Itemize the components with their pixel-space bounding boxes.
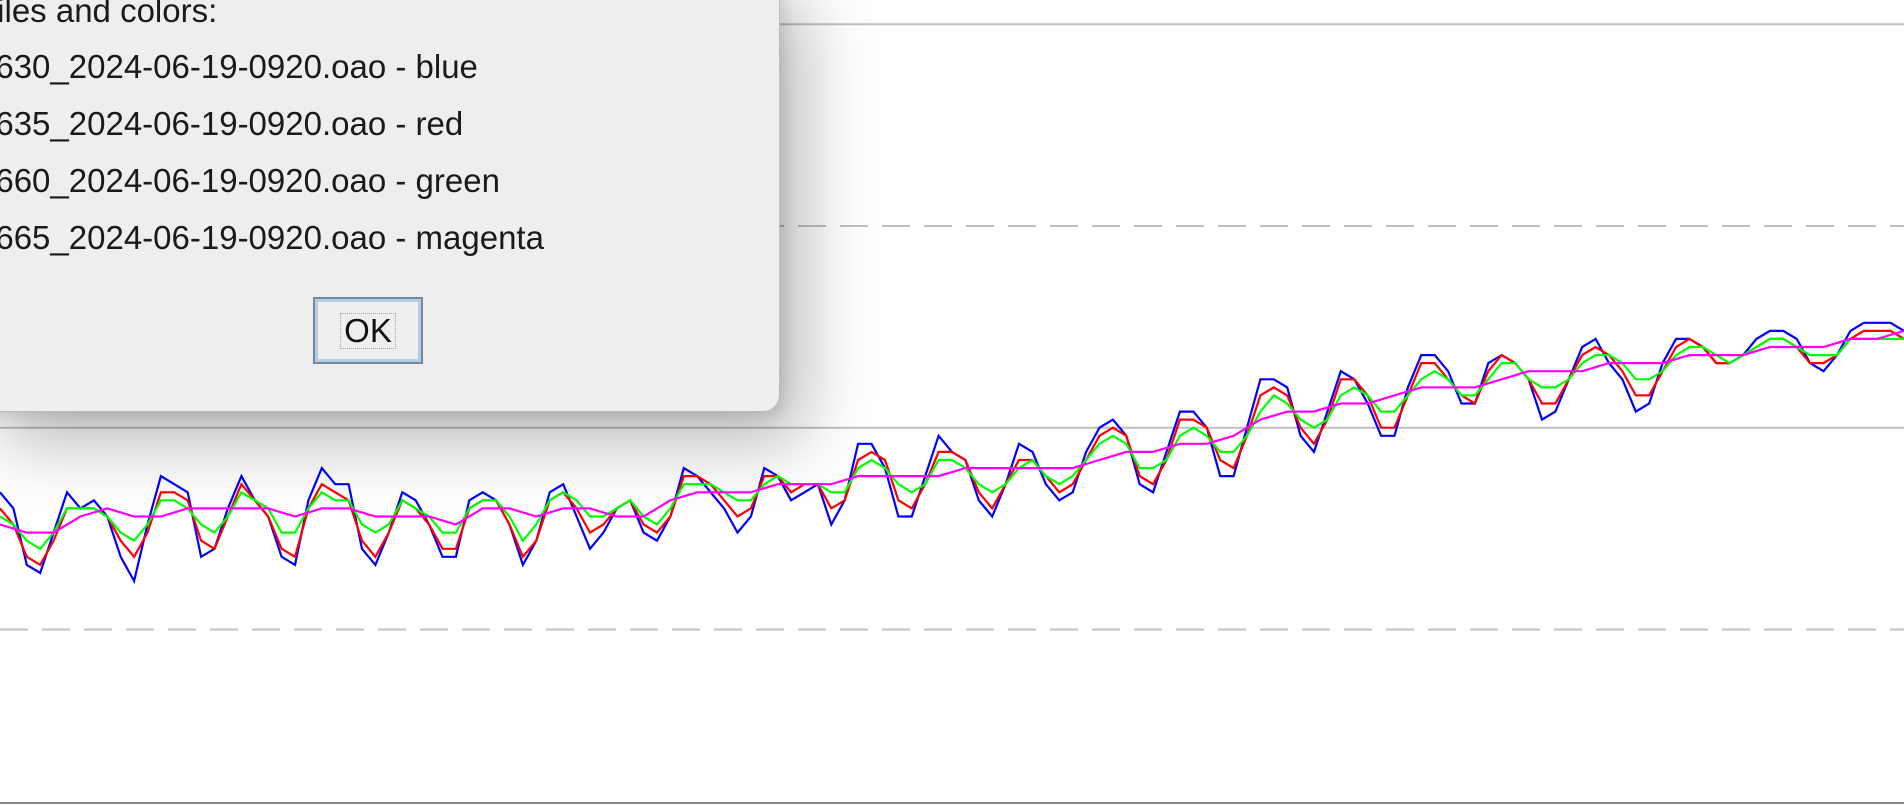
file-color-entry-3: 0660_2024-06-19-0920.oao - green	[0, 162, 500, 199]
series-line-magenta	[0, 329, 1904, 534]
series-line-red	[0, 329, 1904, 567]
dialog-heading: Files and colors:	[0, 0, 218, 29]
files-and-colors-dialog: Files and colors: 0630_2024-06-19-0920.o…	[0, 0, 780, 412]
file-color-entry-1: 0630_2024-06-19-0920.oao - blue	[0, 48, 478, 85]
x-axis-line	[0, 802, 1904, 804]
file-color-entry-4: 0665_2024-06-19-0920.oao - magenta	[0, 219, 544, 256]
ok-button[interactable]: OK	[313, 297, 423, 364]
file-color-entry-2: 0635_2024-06-19-0920.oao - red	[0, 105, 464, 142]
series-line-green	[0, 337, 1904, 551]
chart-series	[0, 321, 1904, 585]
ok-button-label: OK	[340, 312, 396, 349]
